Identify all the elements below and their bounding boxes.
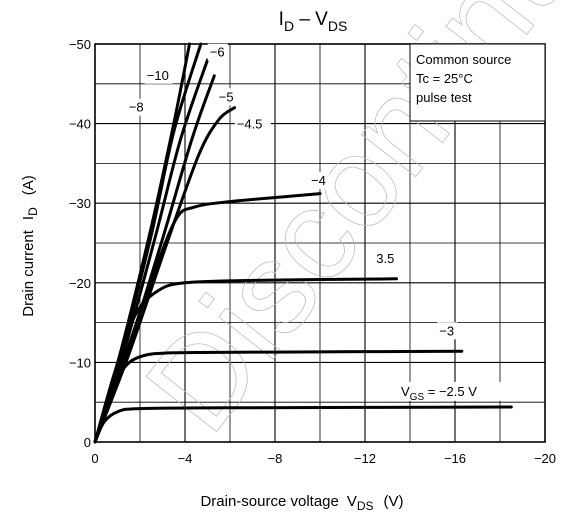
- y-axis-label-unit: (A): [20, 175, 37, 195]
- curve-label: −4: [311, 173, 326, 188]
- x-axis-label-sym: V: [347, 493, 357, 510]
- x-tick-label: −8: [268, 451, 283, 466]
- curve-label-bg: [234, 115, 271, 133]
- plot-frame: [94, 43, 546, 443]
- y-axis-label-text: Drain current: [20, 229, 37, 317]
- curve: [93, 349, 464, 444]
- curve: [93, 405, 513, 444]
- curve-label-bg: [126, 98, 147, 116]
- curve-label: −6: [210, 45, 225, 60]
- curve-label: −8: [129, 100, 144, 115]
- curve-label-bg: [216, 88, 237, 106]
- x-axis-ticks: 0 −4 −8 −12 −16 −20: [91, 451, 556, 466]
- curve-label: −10: [147, 68, 169, 83]
- conditions-box-frame: [409, 43, 546, 122]
- x-tick-label: −16: [444, 451, 466, 466]
- curve-label-bg: [374, 249, 403, 267]
- x-tick-label: −12: [354, 451, 376, 466]
- curve-label: −5: [219, 89, 234, 104]
- x-tick-label: −4: [178, 451, 193, 466]
- title-sep-sub: DS: [328, 18, 347, 34]
- curve: [93, 277, 398, 444]
- y-tick-label: −10: [69, 355, 91, 370]
- y-tick-label: −20: [69, 276, 91, 291]
- curve-labels: −10 −8 −6 −5−4.5 −4 3.5 −3 VGS = −2.5 V: [126, 43, 514, 403]
- y-axis-ticks: 0 −10 −20 −30 −40 −50: [69, 37, 91, 450]
- curve: [93, 192, 322, 444]
- title-sep: – V: [294, 9, 328, 30]
- title-main-sub: D: [284, 18, 294, 34]
- curve-label: −4.5: [237, 116, 263, 131]
- y-tick-label: −50: [69, 37, 91, 52]
- conditions-line-1: Common source: [416, 52, 511, 67]
- x-axis-label: Drain-source voltage VDS (V): [200, 493, 403, 513]
- curve-label-bg: [207, 43, 228, 61]
- x-axis-label-sym-sub: DS: [357, 499, 374, 513]
- y-axis-label-sym: I: [20, 216, 37, 220]
- curve-label-bg: [398, 381, 514, 401]
- x-axis-label-text: Drain-source voltage: [200, 493, 338, 510]
- curve-label-bg: [309, 171, 329, 189]
- chart-title: ID – VDS: [279, 9, 348, 34]
- x-axis-label-unit: (V): [384, 493, 404, 510]
- curve-label: VGS = −2.5 V: [401, 384, 477, 403]
- curve-label: −3: [439, 323, 454, 338]
- curve-label-bg: [144, 66, 173, 84]
- x-tick-label: 0: [91, 451, 98, 466]
- conditions-line-2: Tc = 25°C: [416, 71, 473, 86]
- curves: [93, 42, 513, 444]
- y-axis-label: Drain current ID (A): [20, 175, 40, 317]
- conditions-line-3: pulse test: [416, 90, 472, 105]
- y-tick-label: 0: [84, 435, 91, 450]
- title-main: I: [279, 9, 284, 30]
- curve-label-bg: [437, 322, 458, 340]
- y-axis-label-sym-sub: D: [26, 207, 40, 216]
- y-tick-label: −30: [69, 196, 91, 211]
- y-tick-label: −40: [69, 117, 91, 132]
- conditions-box: Common source Tc = 25°C pulse test: [409, 43, 546, 122]
- curve-label: 3.5: [376, 251, 394, 266]
- x-tick-label: −20: [534, 451, 556, 466]
